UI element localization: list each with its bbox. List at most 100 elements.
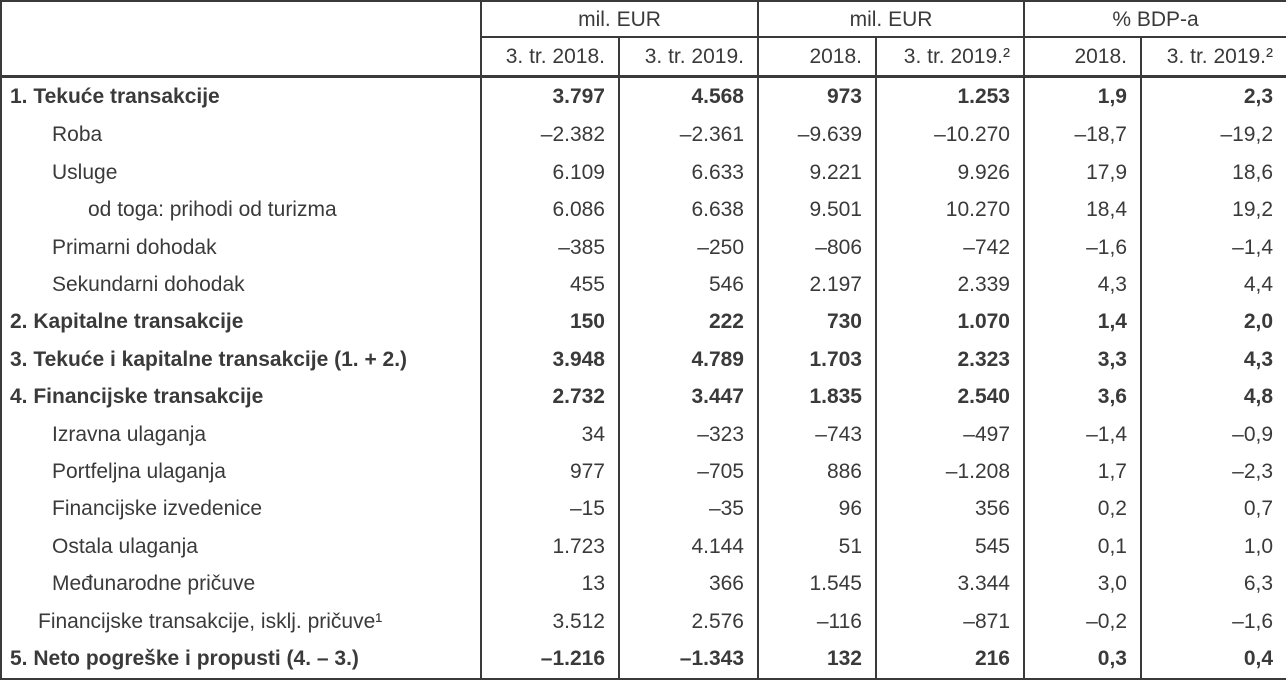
- table-row: Financijske transakcije, isklj. pričuve¹…: [1, 602, 1286, 640]
- value-cell: 0,3: [1023, 639, 1141, 679]
- column-header-q3-2019-cumulative: 3. tr. 2019.²: [875, 37, 1024, 78]
- value-cell: 3,3: [1023, 340, 1141, 378]
- value-cell: –385: [480, 228, 619, 266]
- table-row: Međunarodne pričuve 13 366 1.545 3.344 3…: [1, 564, 1286, 603]
- value-cell: 132: [757, 639, 876, 679]
- value-cell: 3.948: [480, 340, 619, 378]
- value-cell: 6.109: [480, 153, 619, 191]
- row-label: Portfeljna ulaganja: [52, 459, 226, 483]
- value-cell: 10.270: [875, 190, 1024, 229]
- value-cell: 96: [757, 490, 876, 528]
- table-row: 5. Neto pogreške i propusti (4. – 3.) –1…: [1, 639, 1286, 679]
- value-cell: 18,6: [1139, 153, 1286, 191]
- row-label: Ostala ulaganja: [52, 534, 198, 558]
- value-cell: –1.343: [618, 639, 758, 679]
- table-row: Ostala ulaganja 1.723 4.144 51 545 0,1 1…: [1, 527, 1286, 565]
- row-label: Primarni dohodak: [52, 235, 217, 259]
- value-cell: –323: [618, 415, 758, 453]
- row-label: 2. Kapitalne transakcije: [10, 310, 244, 334]
- value-cell: –2,3: [1139, 452, 1286, 491]
- value-cell: 3,6: [1023, 377, 1141, 416]
- row-label: 1. Tekuće transakcije: [10, 85, 220, 109]
- value-cell: 18,4: [1023, 190, 1141, 229]
- value-cell: 1,7: [1023, 452, 1141, 491]
- column-header-q3-2019: 3. tr. 2019.: [618, 37, 758, 78]
- value-cell: 17,9: [1023, 153, 1141, 191]
- column-header-row: 3. tr. 2018. 3. tr. 2019. 2018. 3. tr. 2…: [1, 37, 1286, 78]
- value-cell: –10.270: [875, 116, 1024, 154]
- value-cell: 216: [875, 639, 1024, 679]
- value-cell: 9.501: [757, 190, 876, 229]
- value-cell: 2,0: [1139, 303, 1286, 341]
- value-cell: 3.344: [875, 564, 1024, 603]
- value-cell: –2.382: [480, 116, 619, 154]
- value-cell: 4.568: [618, 76, 758, 117]
- row-label: Međunarodne pričuve: [52, 572, 256, 596]
- table-body: 1. Tekuće transakcije 3.797 4.568 973 1.…: [1, 76, 1286, 679]
- column-header-2018: 2018.: [757, 37, 876, 78]
- value-cell: –806: [757, 228, 876, 266]
- row-label: 5. Neto pogreške i propusti (4. – 3.): [10, 647, 359, 671]
- value-cell: 6,3: [1139, 564, 1286, 603]
- value-cell: –1,6: [1023, 228, 1141, 266]
- value-cell: 4,8: [1139, 377, 1286, 416]
- value-cell: –19,2: [1139, 116, 1286, 154]
- value-cell: 3.512: [480, 602, 619, 640]
- value-cell: 9.926: [875, 153, 1024, 191]
- value-cell: –705: [618, 452, 758, 491]
- value-cell: 0,1: [1023, 527, 1141, 565]
- value-cell: –18,7: [1023, 116, 1141, 154]
- value-cell: 2.732: [480, 377, 619, 416]
- value-cell: 2.576: [618, 602, 758, 640]
- value-cell: 9.221: [757, 153, 876, 191]
- row-label: od toga: prihodi od turizma: [88, 198, 337, 222]
- value-cell: 4.789: [618, 340, 758, 378]
- value-cell: –0,2: [1023, 602, 1141, 640]
- row-label: Sekundarni dohodak: [52, 272, 245, 296]
- value-cell: 3.447: [618, 377, 758, 416]
- value-cell: 1.545: [757, 564, 876, 603]
- value-cell: 34: [480, 415, 619, 453]
- value-cell: 6.086: [480, 190, 619, 229]
- value-cell: 0,2: [1023, 490, 1141, 528]
- value-cell: 4,4: [1139, 265, 1286, 304]
- table-row: 4. Financijske transakcije 2.732 3.447 1…: [1, 377, 1286, 416]
- value-cell: 19,2: [1139, 190, 1286, 229]
- table-row: Sekundarni dohodak 455 546 2.197 2.339 4…: [1, 265, 1286, 304]
- table-row: od toga: prihodi od turizma 6.086 6.638 …: [1, 190, 1286, 229]
- row-label: Financijske transakcije, isklj. pričuve¹: [38, 609, 383, 633]
- value-cell: 0,4: [1139, 639, 1286, 679]
- value-cell: 2.540: [875, 377, 1024, 416]
- value-cell: 13: [480, 564, 619, 603]
- value-cell: 366: [618, 564, 758, 603]
- value-cell: 2.323: [875, 340, 1024, 378]
- value-cell: 0,7: [1139, 490, 1286, 528]
- value-cell: 546: [618, 265, 758, 304]
- value-cell: 1,9: [1023, 76, 1141, 117]
- value-cell: 1.723: [480, 527, 619, 565]
- row-label: Roba: [52, 123, 103, 147]
- value-cell: –1,4: [1139, 228, 1286, 266]
- column-header-q3-2018: 3. tr. 2018.: [480, 37, 619, 78]
- value-cell: –116: [757, 602, 876, 640]
- value-cell: 3.797: [480, 76, 619, 117]
- row-label: 4. Financijske transakcije: [10, 385, 264, 409]
- value-cell: 1.835: [757, 377, 876, 416]
- value-cell: –250: [618, 228, 758, 266]
- value-cell: 356: [875, 490, 1024, 528]
- column-group-percent-bdp: % BDP-a: [1022, 1, 1286, 38]
- value-cell: 1.070: [875, 303, 1024, 341]
- row-label: Usluge: [52, 160, 118, 184]
- value-cell: 222: [618, 303, 758, 341]
- table-row: Usluge 6.109 6.633 9.221 9.926 17,9 18,6: [1, 153, 1286, 191]
- table-row: 2. Kapitalne transakcije 150 222 730 1.0…: [1, 303, 1286, 341]
- column-group-mil-eur-cumulative: mil. EUR: [757, 1, 1024, 38]
- row-label: 3. Tekuće i kapitalne transakcije (1. + …: [10, 347, 408, 371]
- value-cell: –1,6: [1139, 602, 1286, 640]
- column-header-2018-pct: 2018.: [1023, 37, 1141, 78]
- table-row: 1. Tekuće transakcije 3.797 4.568 973 1.…: [1, 76, 1286, 117]
- value-cell: 2.197: [757, 265, 876, 304]
- value-cell: 2.339: [875, 265, 1024, 304]
- column-header-q3-2019-pct: 3. tr. 2019.²: [1139, 37, 1286, 78]
